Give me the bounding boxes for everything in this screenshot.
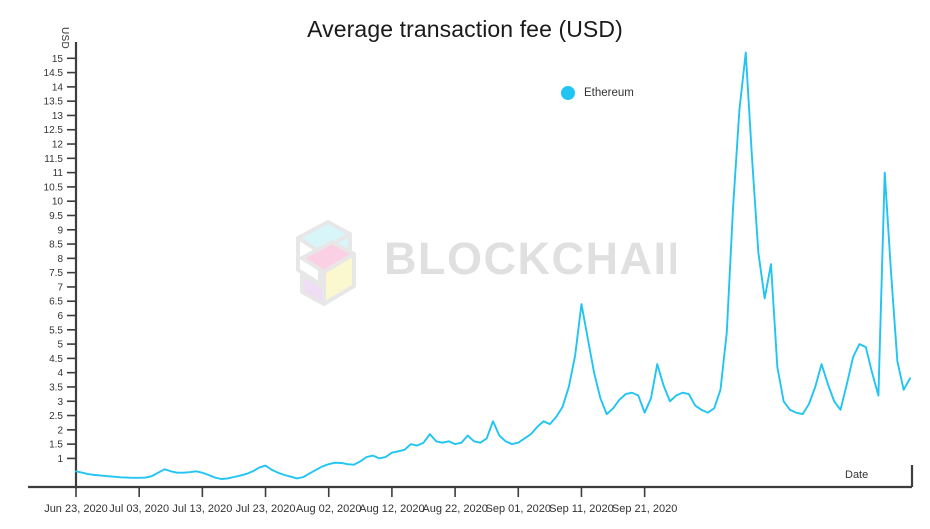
y-tick-label: 14	[52, 82, 64, 93]
y-tick-label: 12.5	[44, 125, 64, 136]
y-tick-label: 4.5	[49, 354, 63, 365]
y-tick-label: 13	[52, 111, 64, 122]
y-tick-label: 2.5	[49, 411, 63, 422]
x-tick-label: Jul 03, 2020	[109, 503, 169, 515]
y-tick-label: 13.5	[44, 97, 64, 108]
y-tick-label: 9.5	[49, 211, 63, 222]
y-tick-label: 5.5	[49, 325, 63, 336]
y-tick-label: 8	[57, 254, 63, 265]
legend-label-ethereum[interactable]: Ethereum	[584, 87, 634, 99]
data-series-group	[75, 51, 911, 480]
series-line-ethereum[interactable]	[75, 51, 911, 480]
x-axis-ticks: Jun 23, 2020 Jul 03, 2020 Jul 13, 2020 Jul …	[44, 487, 677, 515]
y-tick-label: 14.5	[44, 68, 64, 79]
x-tick-label: Aug 22, 2020	[422, 503, 487, 515]
chart-title: Average transaction fee (USD)	[307, 16, 623, 42]
x-tick-label: Sep 01, 2020	[486, 503, 551, 515]
x-tick-label: Aug 12, 2020	[359, 503, 424, 515]
y-tick-label: 5	[57, 340, 63, 351]
legend-swatch-ethereum[interactable]	[561, 86, 575, 100]
y-tick-label: 10.5	[44, 182, 64, 193]
x-tick-label: Aug 02, 2020	[296, 503, 361, 515]
chart-legend: Ethereum	[561, 86, 634, 100]
y-tick-label: 2	[57, 425, 63, 436]
y-tick-label: 12	[52, 140, 64, 151]
y-tick-label: 7	[57, 282, 63, 293]
y-tick-label: 11.5	[44, 154, 63, 165]
y-tick-label: 3.5	[49, 382, 63, 393]
y-tick-label: 3	[57, 397, 63, 408]
x-tick-label: Jun 23, 2020	[44, 503, 108, 515]
y-tick-label: 4	[57, 368, 63, 379]
y-tick-label: 11	[53, 168, 64, 179]
y-tick-label: 15	[52, 54, 64, 65]
x-axis-title: Date	[845, 469, 869, 481]
y-tick-label: 1	[57, 454, 63, 465]
y-tick-label: 9	[57, 225, 63, 236]
y-tick-label: 8.5	[49, 240, 63, 251]
x-tick-label: Sep 11, 2020	[549, 503, 614, 515]
y-tick-label: 6.5	[49, 297, 63, 308]
x-tick-label: Jul 23, 2020	[236, 503, 296, 515]
x-tick-label: Jul 13, 2020	[172, 503, 232, 515]
y-tick-label: 6	[57, 311, 63, 322]
y-tick-label: 7.5	[49, 268, 63, 279]
y-tick-label: 1.5	[49, 440, 63, 451]
y-tick-label: 10	[52, 197, 64, 208]
y-axis-ticks: 1514.51413.51312.51211.51110.5109.598.58…	[44, 54, 76, 465]
x-tick-label: Sep 21, 2020	[612, 503, 677, 515]
